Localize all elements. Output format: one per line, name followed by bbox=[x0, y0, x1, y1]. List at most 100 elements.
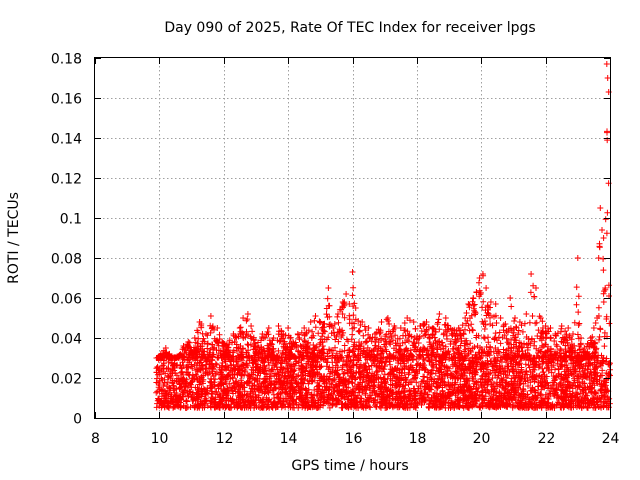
data-point bbox=[518, 322, 525, 329]
data-point bbox=[393, 389, 400, 396]
data-point bbox=[368, 373, 375, 380]
data-point bbox=[473, 354, 480, 360]
data-point bbox=[370, 383, 377, 390]
data-point bbox=[184, 364, 191, 370]
data-point bbox=[358, 404, 365, 410]
data-point bbox=[587, 397, 594, 404]
data-point bbox=[282, 404, 289, 411]
data-point bbox=[400, 404, 407, 411]
data-point bbox=[483, 370, 490, 377]
data-point bbox=[557, 382, 564, 389]
data-point bbox=[377, 384, 383, 391]
data-point bbox=[540, 369, 547, 376]
data-point bbox=[597, 326, 604, 333]
data-point bbox=[259, 398, 266, 405]
data-point bbox=[539, 399, 546, 406]
data-point bbox=[180, 393, 187, 400]
data-point bbox=[414, 400, 420, 407]
data-point bbox=[290, 388, 296, 395]
data-point bbox=[324, 353, 331, 360]
data-point bbox=[599, 372, 606, 379]
data-point bbox=[575, 375, 581, 382]
data-point bbox=[349, 292, 356, 299]
data-point bbox=[202, 365, 209, 372]
data-point bbox=[285, 395, 292, 402]
data-point bbox=[412, 325, 419, 332]
data-point bbox=[270, 391, 277, 398]
data-point bbox=[485, 397, 492, 404]
data-point bbox=[365, 331, 372, 338]
data-point bbox=[301, 332, 308, 339]
data-point bbox=[235, 369, 242, 376]
data-point bbox=[569, 390, 576, 397]
data-point bbox=[245, 342, 252, 349]
data-point bbox=[233, 402, 240, 409]
data-point bbox=[329, 368, 336, 375]
data-point bbox=[378, 359, 385, 366]
data-point bbox=[560, 393, 567, 400]
data-point bbox=[271, 372, 278, 379]
data-point bbox=[240, 361, 247, 368]
data-point bbox=[163, 395, 170, 402]
data-point bbox=[406, 393, 413, 400]
data-point bbox=[449, 332, 456, 339]
data-point bbox=[334, 313, 341, 320]
data-point bbox=[386, 321, 393, 327]
data-point bbox=[305, 399, 312, 405]
data-point bbox=[451, 400, 458, 407]
data-point bbox=[454, 363, 461, 370]
data-point bbox=[536, 372, 543, 379]
data-point bbox=[299, 380, 306, 387]
data-point bbox=[598, 381, 605, 388]
data-point bbox=[433, 380, 440, 387]
data-point bbox=[440, 331, 447, 338]
data-point bbox=[185, 392, 191, 399]
data-point bbox=[490, 388, 497, 395]
data-point bbox=[159, 390, 166, 397]
data-point bbox=[274, 379, 280, 386]
data-point bbox=[436, 382, 443, 389]
data-point bbox=[452, 355, 459, 361]
data-point bbox=[577, 390, 584, 397]
data-point bbox=[497, 397, 504, 404]
data-point bbox=[558, 347, 565, 354]
data-point bbox=[225, 372, 231, 379]
data-point bbox=[472, 369, 479, 376]
data-point bbox=[437, 365, 443, 372]
data-point bbox=[207, 322, 214, 329]
data-point bbox=[444, 392, 451, 398]
data-point bbox=[396, 403, 403, 410]
data-point bbox=[191, 362, 198, 368]
data-point bbox=[353, 385, 360, 392]
data-point bbox=[263, 384, 270, 391]
data-point bbox=[364, 396, 371, 403]
data-point bbox=[184, 369, 191, 376]
data-point bbox=[484, 360, 491, 367]
data-point bbox=[160, 382, 167, 388]
data-point bbox=[360, 332, 367, 339]
data-point bbox=[538, 392, 545, 399]
data-point bbox=[332, 395, 339, 402]
data-point bbox=[374, 399, 381, 406]
data-point bbox=[242, 368, 249, 375]
data-point bbox=[196, 359, 203, 366]
data-point bbox=[600, 354, 607, 361]
data-point bbox=[476, 279, 482, 286]
data-point bbox=[377, 374, 384, 381]
data-point bbox=[524, 391, 531, 398]
data-point bbox=[457, 366, 464, 373]
data-point bbox=[465, 404, 472, 411]
data-point bbox=[174, 361, 181, 368]
data-point bbox=[254, 367, 261, 374]
data-point bbox=[312, 362, 319, 369]
data-point bbox=[397, 381, 404, 388]
data-point bbox=[355, 328, 362, 335]
data-point bbox=[153, 389, 160, 396]
data-point bbox=[383, 348, 390, 355]
data-point bbox=[235, 392, 242, 399]
data-point bbox=[224, 363, 231, 370]
data-point bbox=[375, 345, 382, 352]
data-point bbox=[331, 385, 338, 392]
data-point bbox=[207, 403, 214, 410]
